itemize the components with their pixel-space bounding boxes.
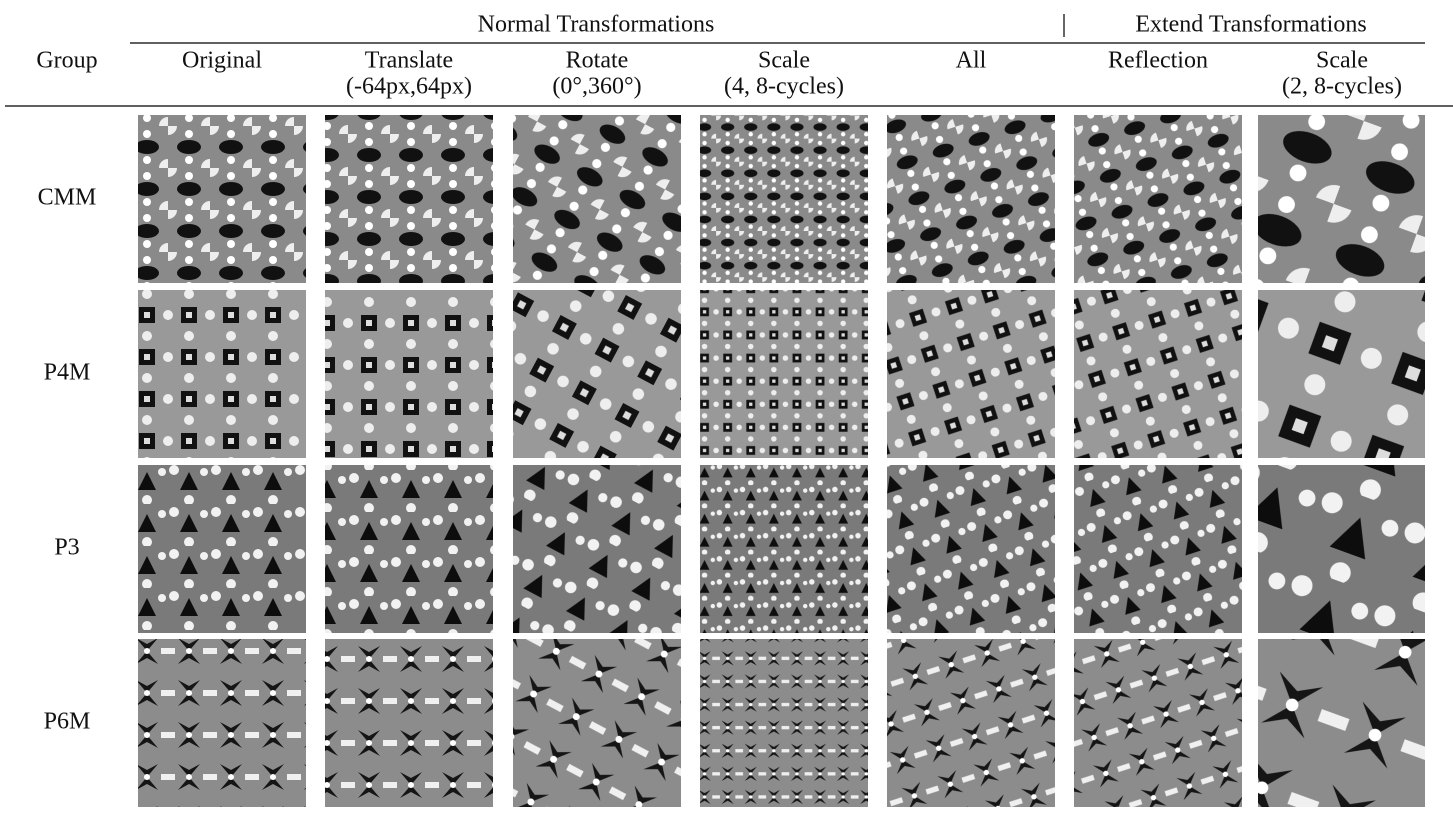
group-header-normal: Normal Transformations [478, 12, 715, 38]
pattern-image [325, 290, 493, 458]
pattern-image [138, 639, 306, 807]
pattern-image [700, 290, 868, 458]
pattern-image [325, 115, 493, 283]
column-header: All [956, 48, 987, 74]
pattern-image [138, 115, 306, 283]
column-subheader: (-64px,64px) [346, 74, 472, 100]
pattern-image [1258, 290, 1425, 458]
column-header: Scale [758, 48, 810, 74]
pattern-image [887, 115, 1055, 283]
column-subheader: (0°,360°) [552, 74, 641, 100]
pattern-image [887, 639, 1055, 807]
pattern-image [513, 465, 681, 633]
column-header: Reflection [1108, 48, 1208, 74]
pattern-image [1258, 465, 1425, 633]
pattern-image [138, 465, 306, 633]
pattern-image [1258, 639, 1425, 807]
pattern-image [887, 465, 1055, 633]
group-header-extend: Extend Transformations [1135, 12, 1366, 38]
pattern-image [700, 465, 868, 633]
pattern-image [1074, 290, 1242, 458]
column-header: Original [182, 48, 262, 74]
row-label: P3 [54, 535, 79, 561]
row-label: P4M [44, 360, 91, 386]
column-header: Scale [1316, 48, 1368, 74]
pattern-image [1074, 115, 1242, 283]
column-subheader: (2, 8-cycles) [1282, 74, 1402, 100]
pattern-image [887, 290, 1055, 458]
pattern-image [1074, 465, 1242, 633]
pattern-image [1074, 639, 1242, 807]
row-label: P6M [44, 709, 91, 735]
pattern-image [325, 639, 493, 807]
column-header: Rotate [566, 48, 629, 74]
pattern-image [1258, 115, 1425, 283]
pattern-image [513, 639, 681, 807]
column-header: Translate [365, 48, 453, 74]
pattern-image [700, 639, 868, 807]
row-label: CMM [38, 185, 97, 211]
column-subheader: (4, 8-cycles) [724, 74, 844, 100]
column-header: Group [36, 48, 97, 74]
pattern-image [513, 115, 681, 283]
pattern-image [513, 290, 681, 458]
pattern-image [138, 290, 306, 458]
pattern-image [700, 115, 868, 283]
pattern-image [325, 465, 493, 633]
